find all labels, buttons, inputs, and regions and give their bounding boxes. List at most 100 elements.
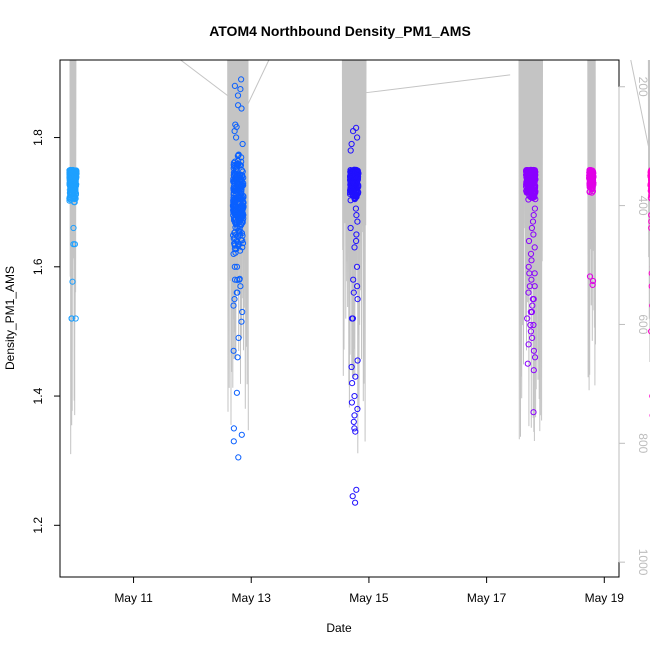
data-point — [238, 76, 245, 83]
data-point — [531, 205, 539, 212]
data-point — [528, 224, 536, 232]
data-point — [234, 92, 242, 99]
altitude-profile-line — [587, 59, 596, 391]
y-axis: 1.2 1.4 1.6 1.8 — [31, 129, 61, 534]
data-point — [347, 172, 355, 179]
data-point — [238, 105, 245, 112]
data-point — [238, 154, 245, 161]
data-point — [230, 438, 237, 445]
data-point — [524, 315, 531, 322]
data-point — [233, 389, 240, 396]
data-point — [68, 315, 75, 322]
data-point — [648, 171, 650, 178]
data-point — [347, 224, 354, 232]
data-point — [348, 363, 355, 371]
data-point — [530, 296, 537, 303]
data-point — [238, 188, 245, 195]
data-point — [586, 184, 593, 191]
data-point — [647, 181, 650, 188]
data-point — [230, 302, 237, 309]
data-point — [586, 273, 594, 280]
data-point — [527, 167, 534, 174]
data-point — [523, 183, 530, 190]
data-point — [647, 174, 650, 181]
data-point — [72, 315, 79, 322]
data-point — [233, 246, 240, 253]
data-point — [352, 191, 359, 198]
data-point — [530, 409, 537, 416]
data-point — [525, 196, 532, 203]
data-point — [530, 231, 537, 238]
x-axis: May 11 May 13 May 15 May 17 May 19 — [114, 576, 624, 605]
data-point — [233, 212, 240, 219]
data-point — [648, 168, 650, 174]
y2-tick-label: 400 — [636, 196, 650, 216]
data-point — [350, 418, 357, 425]
data-point — [231, 296, 238, 303]
data-point — [232, 121, 239, 128]
altitude-profile-line — [69, 59, 77, 455]
data-point — [70, 241, 77, 248]
data-point — [353, 212, 360, 219]
data-point — [66, 173, 74, 180]
data-point — [354, 218, 361, 225]
data-point — [523, 175, 531, 182]
chart-title: ATOM4 Northbound Density_PM1_AMS — [209, 23, 471, 39]
data-point — [347, 184, 354, 191]
data-point — [231, 82, 238, 90]
data-point — [354, 405, 361, 413]
data-point — [525, 188, 532, 195]
y-tick-label: 1.4 — [31, 387, 45, 404]
data-point — [232, 176, 239, 183]
data-point — [527, 321, 534, 329]
data-point — [71, 199, 78, 206]
data-point — [524, 360, 531, 367]
data-point — [240, 194, 247, 201]
data-point — [347, 197, 354, 204]
data-point — [238, 230, 246, 237]
data-point — [350, 276, 357, 283]
data-point — [351, 180, 358, 187]
altitude-transit-line — [180, 59, 229, 97]
data-point — [530, 347, 538, 354]
data-point — [352, 428, 359, 435]
y2-tick-label: 800 — [636, 433, 650, 453]
data-point — [237, 283, 244, 290]
data-point — [351, 412, 358, 419]
data-point — [347, 147, 354, 154]
data-point — [589, 281, 596, 288]
data-point — [240, 182, 247, 189]
data-point — [233, 163, 240, 170]
data-point — [589, 277, 597, 285]
data-point — [353, 263, 361, 270]
y-tick-label: 1.6 — [31, 258, 45, 275]
data-point — [238, 318, 245, 325]
data-point — [234, 354, 241, 361]
data-point — [353, 237, 360, 245]
data-point — [530, 167, 537, 174]
data-point — [350, 289, 357, 296]
y-axis-label: Density_PM1_AMS — [3, 266, 17, 370]
y-tick-label: 1.8 — [31, 129, 45, 146]
data-point — [531, 182, 538, 189]
data-point — [354, 357, 361, 364]
data-point — [348, 140, 355, 148]
x-tick-label: May 17 — [467, 591, 507, 605]
data-point — [232, 176, 239, 184]
data-point — [528, 276, 535, 283]
data-point — [71, 168, 79, 175]
data-point — [586, 188, 593, 195]
altitude-profile-line — [341, 59, 367, 454]
data-point — [239, 308, 246, 316]
data-point — [67, 190, 74, 197]
altitude-profile-line — [518, 59, 543, 442]
data-point — [648, 328, 650, 335]
data-point — [238, 431, 245, 438]
x-tick-label: May 13 — [232, 591, 272, 605]
data-point — [347, 168, 354, 176]
data-point — [528, 308, 536, 316]
data-point — [66, 182, 74, 190]
data-point — [523, 187, 530, 195]
data-point — [529, 302, 536, 309]
data-point — [525, 237, 533, 245]
